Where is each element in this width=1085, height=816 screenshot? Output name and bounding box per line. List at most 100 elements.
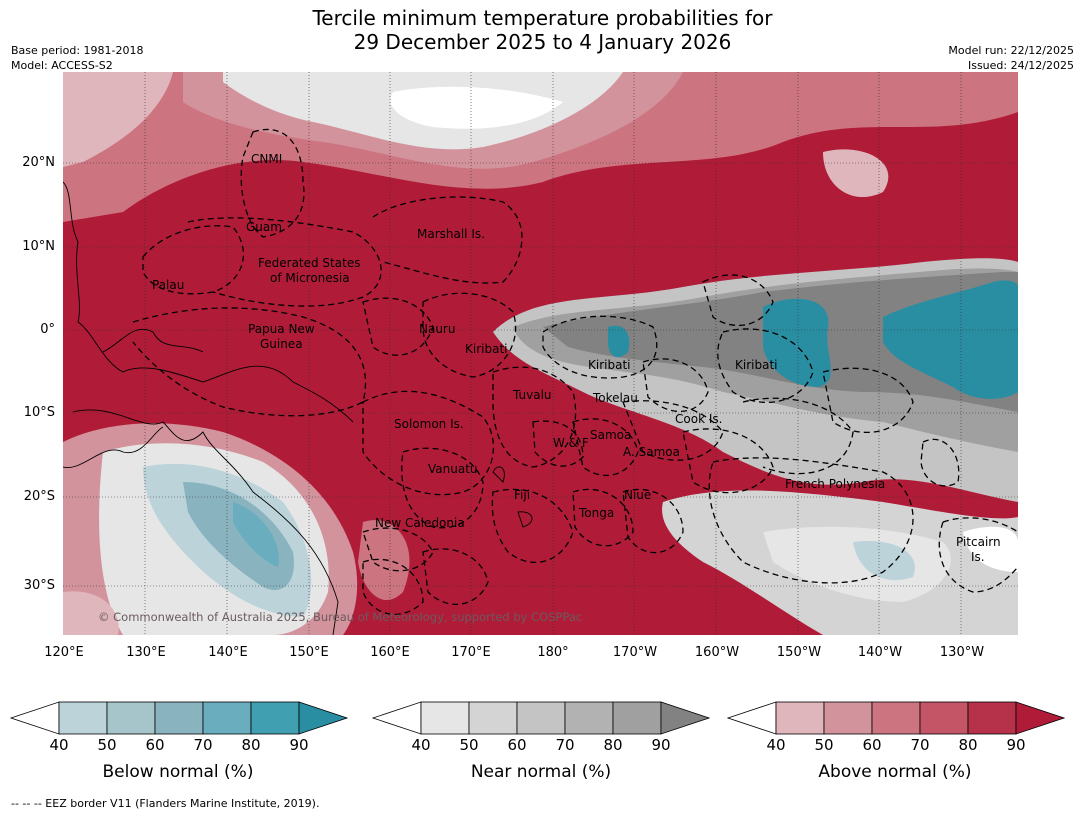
colorbar-tick-label: 60	[862, 736, 882, 754]
lat-label-20s: 20°S	[23, 489, 55, 504]
colorbar-tick-label: 50	[97, 736, 117, 754]
colorbar-tick-label: 90	[289, 736, 309, 754]
colorbar-tick-label: 90	[1006, 736, 1026, 754]
map-canvas	[63, 72, 1018, 635]
lon-label-150w: 150°W	[776, 645, 822, 660]
lon-label-160e: 160°E	[370, 645, 410, 660]
lon-label-130w: 130°W	[939, 645, 985, 660]
lat-label-30s: 30°S	[23, 578, 55, 593]
map-title-line1: Tercile minimum temperature probabilitie…	[312, 6, 773, 30]
colorbar-tick-label: 70	[193, 736, 213, 754]
lat-label-20n: 20°N	[22, 155, 55, 170]
colorbar-near-normal-title: Near normal (%)	[470, 762, 612, 782]
colorbar-tick-label: 80	[958, 736, 978, 754]
colorbar-extend-min	[371, 701, 422, 735]
region-label-tokelau: Tokelau	[593, 391, 638, 405]
lat-label-10n: 10°N	[22, 239, 55, 254]
map-title-line2: 29 December 2025 to 4 January 2026	[353, 30, 732, 54]
colorbar-extend-max	[298, 701, 349, 735]
region-label-guam: Guam	[246, 220, 282, 234]
colorbar-segment	[58, 701, 108, 735]
meta-right: Model run: 22/12/2025 Issued: 24/12/2025	[948, 43, 1074, 73]
lon-label-180: 180°	[537, 645, 569, 660]
colorbar-segment	[612, 701, 662, 735]
probability-map: CNMI Guam Marshall Is. Federated States …	[63, 72, 1018, 635]
colorbar-extend-min	[9, 701, 60, 735]
colorbar-above-normal-title: Above normal (%)	[818, 762, 972, 782]
lon-label-170e: 170°E	[451, 645, 491, 660]
lat-label-0: 0°	[40, 322, 55, 337]
meta-left: Base period: 1981-2018 Model: ACCESS-S2	[11, 43, 143, 73]
colorbar-segment	[250, 701, 300, 735]
region-label-png-line2: Guinea	[260, 337, 303, 351]
model-text: Model: ACCESS-S2	[11, 59, 113, 72]
region-label-fiji: Fiji	[514, 488, 531, 502]
copyright-notice: © Commonwealth of Australia 2025, Bureau…	[98, 610, 583, 624]
colorbar-tick-label: 60	[145, 736, 165, 754]
colorbar-segment	[468, 701, 518, 735]
colorbar-extend-max	[660, 701, 711, 735]
colorbar-segment	[775, 701, 825, 735]
colorbar-graphic	[726, 701, 1066, 735]
colorbar-below-normal-title: Below normal (%)	[102, 762, 254, 782]
colorbar-segment	[967, 701, 1017, 735]
region-label-american-samoa: A. Samoa	[623, 445, 680, 459]
colorbar-segment	[871, 701, 921, 735]
colorbar-tick-label: 60	[507, 736, 527, 754]
region-label-new-caledonia: New Caledonia	[375, 516, 465, 530]
model-run-text: Model run: 22/12/2025	[948, 44, 1074, 57]
colorbar-tick-label: 70	[910, 736, 930, 754]
colorbar-segment	[420, 701, 470, 735]
colorbar-tick-label: 50	[459, 736, 479, 754]
colorbar-graphic	[371, 701, 711, 735]
base-period-text: Base period: 1981-2018	[11, 44, 144, 57]
colorbar-tick-label: 40	[411, 736, 431, 754]
lon-label-130e: 130°E	[126, 645, 166, 660]
lon-label-140e: 140°E	[208, 645, 248, 660]
colorbar-tick-label: 90	[651, 736, 671, 754]
region-label-nauru: Nauru	[419, 322, 456, 336]
region-label-kiribati-central: Kiribati	[588, 358, 631, 372]
region-label-cnmi: CNMI	[251, 152, 283, 166]
colorbar-segment	[516, 701, 566, 735]
colorbar-tick-label: 80	[241, 736, 261, 754]
eez-borders	[132, 128, 1018, 615]
colorbar-near-normal	[371, 701, 711, 739]
colorbar-tick-label: 50	[814, 736, 834, 754]
colorbar-extend-min	[726, 701, 777, 735]
map-title: Tercile minimum temperature probabilitie…	[0, 6, 1085, 54]
colorbar-tick-label: 40	[49, 736, 69, 754]
region-label-niue: Niue	[624, 488, 652, 502]
region-label-samoa: Samoa	[590, 428, 632, 442]
colorbar-tick-label: 80	[603, 736, 623, 754]
colorbar-segment	[919, 701, 969, 735]
colorbar-segment	[154, 701, 204, 735]
region-label-fsm-line1: Federated States	[258, 256, 361, 270]
region-label-png-line1: Papua New	[248, 322, 315, 336]
region-label-solomon: Solomon Is.	[394, 417, 464, 431]
region-label-wf: W & F	[553, 436, 589, 450]
region-label-pitcairn-line2: Is.	[971, 550, 985, 564]
region-label-vanuatu: Vanuatu	[428, 462, 478, 476]
issued-text: Issued: 24/12/2025	[967, 59, 1074, 72]
region-label-marshall: Marshall Is.	[417, 227, 485, 241]
region-label-tonga: Tonga	[579, 506, 615, 520]
lon-label-160w: 160°W	[694, 645, 740, 660]
lon-label-150e: 150°E	[289, 645, 329, 660]
colorbar-segment	[106, 701, 156, 735]
colorbar-segment	[202, 701, 252, 735]
colorbar-extend-max	[1015, 701, 1066, 735]
region-label-french-polynesia: French Polynesia	[785, 477, 886, 491]
coastlines	[63, 181, 533, 635]
region-label-kiribati-east: Kiribati	[735, 358, 778, 372]
lon-label-120e: 120°E	[44, 645, 84, 660]
colorbar-segment	[823, 701, 873, 735]
region-label-tuvalu: Tuvalu	[513, 388, 552, 402]
colorbar-below-normal	[9, 701, 349, 739]
lat-label-10s: 10°S	[23, 405, 55, 420]
region-label-palau: Palau	[152, 278, 185, 292]
region-label-fsm-line2: of Micronesia	[270, 271, 350, 285]
region-label-pitcairn-line1: Pitcairn	[956, 535, 1001, 549]
lon-label-170w: 170°W	[612, 645, 658, 660]
region-label-kiribati-west: Kiribati	[465, 342, 508, 356]
